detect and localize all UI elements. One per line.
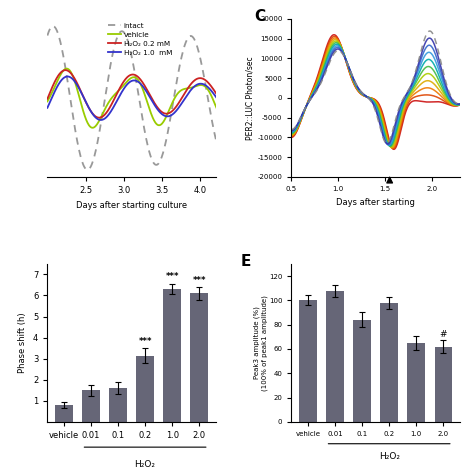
Legend: intact, vehicle, H₂O₂ 0.2 mM, H₂O₂ 1.0  mM: intact, vehicle, H₂O₂ 0.2 mM, H₂O₂ 1.0 m… bbox=[105, 19, 175, 58]
Bar bbox=[408, 343, 425, 422]
Bar bbox=[55, 405, 73, 422]
Bar bbox=[380, 303, 398, 422]
Bar bbox=[109, 388, 127, 422]
Text: ***: *** bbox=[138, 337, 152, 346]
Bar bbox=[164, 289, 181, 422]
Text: H₂O₂: H₂O₂ bbox=[379, 452, 400, 461]
X-axis label: Days after starting: Days after starting bbox=[336, 198, 415, 207]
Text: #: # bbox=[439, 330, 447, 339]
Bar bbox=[299, 301, 317, 422]
Text: ***: *** bbox=[165, 273, 179, 282]
Bar bbox=[82, 390, 100, 422]
Bar bbox=[137, 356, 154, 422]
Y-axis label: PER2::LUC Photon/sec: PER2::LUC Photon/sec bbox=[246, 56, 255, 140]
Y-axis label: Phase shift (h): Phase shift (h) bbox=[18, 312, 27, 373]
Bar bbox=[435, 346, 452, 422]
Text: ***: *** bbox=[192, 275, 206, 284]
Text: H₂O₂: H₂O₂ bbox=[135, 460, 155, 469]
Bar bbox=[326, 291, 344, 422]
X-axis label: Days after starting culture: Days after starting culture bbox=[76, 201, 187, 210]
Bar bbox=[353, 320, 371, 422]
Y-axis label: Peak3 amplitude (%)
(100% of peak1 amplitude): Peak3 amplitude (%) (100% of peak1 ampli… bbox=[254, 295, 267, 391]
Text: C: C bbox=[255, 9, 265, 25]
Bar bbox=[191, 293, 208, 422]
Text: E: E bbox=[241, 255, 251, 269]
